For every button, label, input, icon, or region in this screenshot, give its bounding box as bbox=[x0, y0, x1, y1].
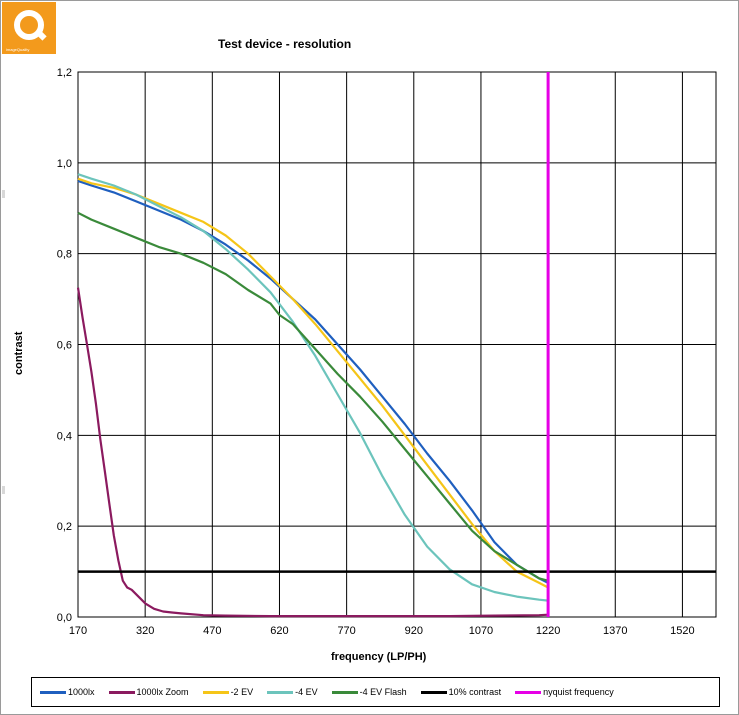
legend-item: -4 EV Flash bbox=[331, 687, 407, 697]
y-tick-label: 0,6 bbox=[57, 340, 72, 352]
legend-swatch bbox=[108, 690, 135, 694]
legend-item: nyquist frequency bbox=[515, 687, 614, 697]
chart-title: Test device - resolution bbox=[218, 37, 352, 51]
logo-ring-icon bbox=[14, 10, 44, 40]
legend-item: -2 EV bbox=[202, 687, 254, 697]
legend-swatch bbox=[267, 690, 294, 694]
legend-swatch bbox=[40, 690, 66, 694]
series-line--4-ev-flash bbox=[77, 211, 549, 582]
legend-label: -4 EV bbox=[295, 687, 318, 697]
series-line-1000lx-zoom bbox=[76, 287, 549, 618]
x-axis-label: frequency (LP/PH) bbox=[331, 651, 427, 663]
legend-swatch bbox=[515, 690, 542, 694]
series-line-1000lx bbox=[77, 179, 549, 584]
y-tick-label: 1,0 bbox=[57, 158, 72, 170]
x-tick-label: 620 bbox=[270, 625, 288, 637]
x-tick-label: 1220 bbox=[536, 625, 560, 637]
y-tick-label: 1,2 bbox=[57, 67, 72, 79]
legend-item: -4 EV bbox=[267, 687, 318, 697]
logo-text: imageQuality bbox=[6, 47, 30, 52]
legend-label: -4 EV Flash bbox=[359, 687, 407, 697]
x-tick-label: 1370 bbox=[603, 625, 627, 637]
legend-swatch bbox=[331, 690, 358, 694]
legend-item: 10% contrast bbox=[420, 687, 502, 697]
legend-label: 1000lx Zoom bbox=[136, 687, 189, 697]
legend-swatch bbox=[420, 690, 447, 694]
legend-swatch bbox=[202, 690, 229, 694]
legend-label: -2 EV bbox=[230, 687, 254, 697]
x-tick-label: 770 bbox=[337, 625, 355, 637]
y-tick-label: 0,4 bbox=[57, 430, 72, 442]
x-tick-label: 170 bbox=[69, 625, 87, 637]
x-tick-label: 1070 bbox=[469, 625, 493, 637]
chart-legend: 1000lx 1000lx Zoom -2 EV -4 EV -4 EV Flash 10… bbox=[31, 677, 720, 707]
legend-label: nyquist frequency bbox=[543, 687, 614, 697]
legend-label: 10% contrast bbox=[448, 687, 502, 697]
series-line--4-ev bbox=[77, 173, 549, 602]
y-tick-label: 0,8 bbox=[57, 249, 72, 261]
legend-label: 1000lx bbox=[68, 687, 95, 697]
imagequality-logo: imageQuality bbox=[2, 2, 56, 54]
x-tick-label: 920 bbox=[405, 625, 423, 637]
legend-item: 1000lx bbox=[40, 687, 95, 697]
series-line--2-ev bbox=[77, 177, 549, 589]
y-tick-label: 0,2 bbox=[57, 521, 72, 533]
y-axis-label: contrast bbox=[13, 331, 25, 375]
x-tick-label: 470 bbox=[203, 625, 221, 637]
legend-item: 1000lx Zoom bbox=[108, 687, 189, 697]
x-tick-label: 1520 bbox=[670, 625, 694, 637]
x-tick-label: 320 bbox=[136, 625, 154, 637]
side-marker bbox=[2, 190, 5, 198]
y-tick-label: 0,0 bbox=[57, 612, 72, 624]
side-marker bbox=[2, 486, 5, 494]
